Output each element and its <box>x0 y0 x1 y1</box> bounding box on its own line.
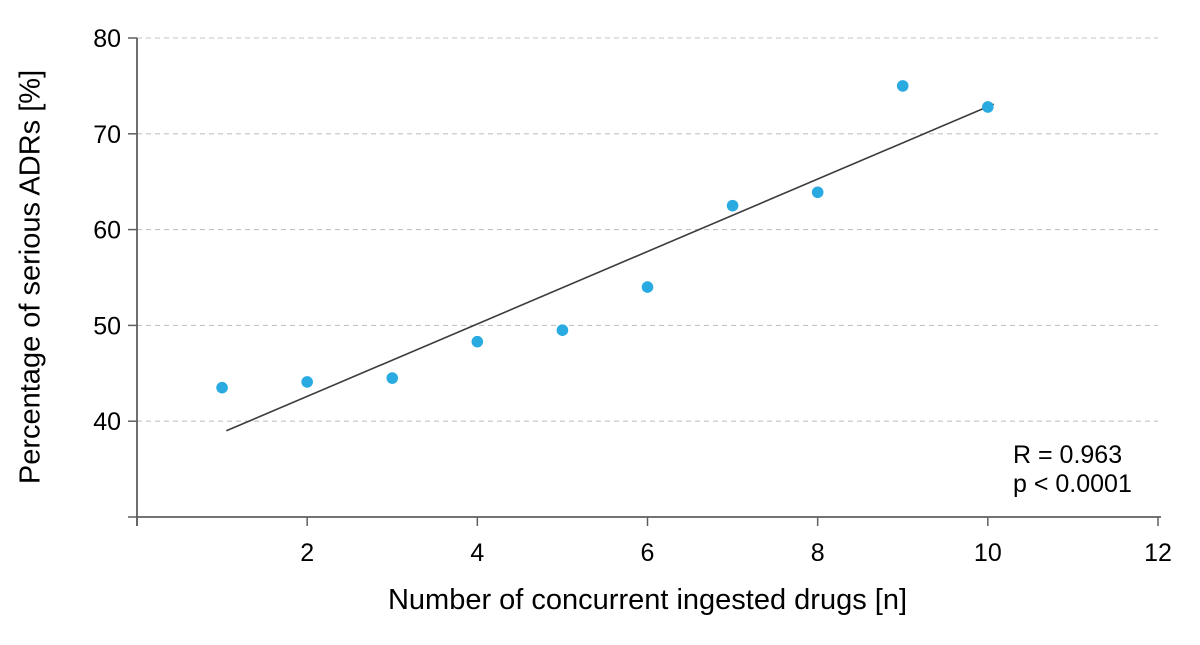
x-tick-label-10: 10 <box>974 539 1002 567</box>
gridlines-group <box>137 37 1158 422</box>
data-point-x7 <box>726 199 739 212</box>
x-tick-label-4: 4 <box>470 539 484 567</box>
data-point-x1 <box>216 381 228 394</box>
data-point-x10 <box>982 101 994 113</box>
tick-labels-group: 40 50 60 70 80 2 4 6 8 10 12 <box>93 25 1172 567</box>
trend-line <box>226 103 995 432</box>
x-tick-label-8: 8 <box>811 539 825 567</box>
x-tick-label-2: 2 <box>300 539 314 567</box>
r-value-label: R = 0.963 <box>1013 441 1123 469</box>
axes-group <box>128 37 1161 526</box>
data-point-x8 <box>811 186 824 199</box>
series-group <box>216 80 995 432</box>
p-value-label: p < 0.0001 <box>1013 470 1132 498</box>
data-point-x9 <box>896 80 909 92</box>
x-axis-title: Number of concurrent ingested drugs [n] <box>387 584 908 616</box>
y-tick-label-70: 70 <box>93 121 121 149</box>
y-tick-label-80: 80 <box>93 25 121 53</box>
y-tick-label-40: 40 <box>93 408 121 436</box>
data-point-x4 <box>471 335 484 348</box>
data-point-x6 <box>641 281 654 293</box>
x-tick-label-12: 12 <box>1144 539 1172 567</box>
x-tick-label-6: 6 <box>641 539 655 567</box>
y-tick-label-60: 60 <box>93 217 121 245</box>
data-point-x2 <box>301 376 313 388</box>
data-point-x5 <box>556 324 569 336</box>
stats-annotation: R = 0.963 p < 0.0001 <box>1013 441 1132 499</box>
y-axis-title: Percentage of serious ADRs [%] <box>14 69 47 485</box>
data-point-x3 <box>386 372 399 384</box>
y-tick-label-50: 50 <box>93 312 121 340</box>
